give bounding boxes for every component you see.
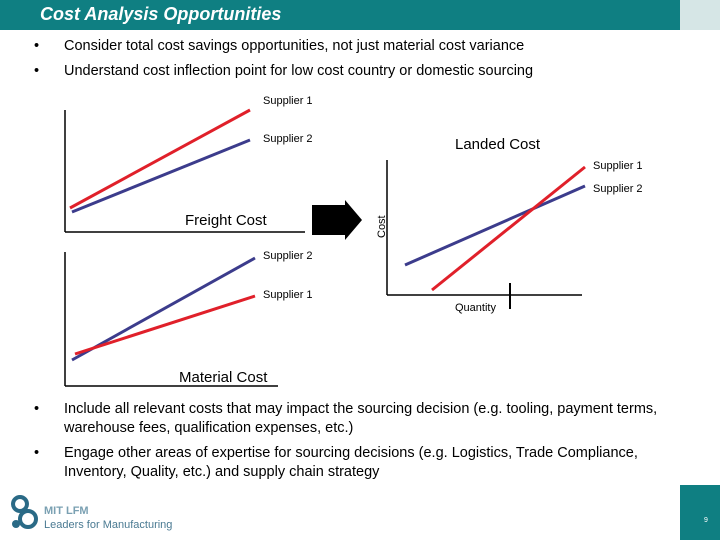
- bottom-bullet-list: • Include all relevant costs that may imp…: [0, 400, 700, 488]
- material-supplier1-line: [74, 294, 256, 356]
- cost-axis-label: Cost: [376, 215, 388, 238]
- bullet-dot: •: [34, 445, 40, 461]
- bullet-item: • Include all relevant costs that may imp…: [0, 400, 700, 438]
- bullet-text: Understand cost inflection point for low…: [64, 63, 534, 79]
- page-number: 9: [704, 517, 708, 524]
- landed-cost-label: Landed Cost: [455, 136, 541, 153]
- material-supplier2-line: [71, 256, 256, 362]
- freight-cost-label: Freight Cost: [185, 212, 268, 229]
- slide-title: Cost Analysis Opportunities: [40, 4, 282, 24]
- footer-accent: [680, 485, 720, 540]
- bullet-item: • Understand cost inflection point for lo…: [0, 62, 700, 81]
- landed-supplier1-label: Supplier 1: [593, 160, 643, 172]
- landed-supplier1-line: [431, 165, 586, 292]
- bullet-dot: •: [34, 401, 40, 417]
- top-bullet-list: • Consider total cost savings opportuniti…: [0, 37, 700, 87]
- bullet-item: • Consider total cost savings opportuniti…: [0, 37, 700, 56]
- landed-supplier2-line: [404, 184, 586, 267]
- freight-cost-chart: Supplier 1 Supplier 2 Freight Cost: [64, 95, 313, 233]
- arrow-right-icon: [312, 200, 362, 240]
- quantity-axis-label: Quantity: [455, 302, 496, 314]
- freight-supplier1-line: [69, 108, 251, 210]
- freight-supplier2-label: Supplier 2: [263, 133, 313, 145]
- logo-text: MIT LFM: [44, 505, 89, 517]
- bullet-text: Consider total cost savings opportunitie…: [64, 38, 525, 54]
- material-cost-chart: Supplier 2 Supplier 1 Material Cost: [64, 250, 313, 387]
- bullet-text: Include all relevant costs that may impa…: [64, 401, 658, 436]
- material-supplier2-label: Supplier 2: [263, 250, 313, 262]
- logo-subtitle: Leaders for Manufacturing: [44, 519, 173, 531]
- mit-logo-icon: [11, 495, 38, 529]
- title-accent: [680, 0, 720, 30]
- landed-cost-chart: Supplier 1 Supplier 2 Landed Cost Cost Q…: [376, 136, 643, 314]
- bullet-dot: •: [34, 38, 40, 54]
- bullet-dot: •: [34, 63, 40, 79]
- material-supplier1-label: Supplier 1: [263, 289, 313, 301]
- freight-supplier1-label: Supplier 1: [263, 95, 313, 107]
- cost-diagram: Supplier 1 Supplier 2 Freight Cost Suppl…: [64, 95, 643, 387]
- material-cost-label: Material Cost: [179, 369, 268, 386]
- title-bar: [0, 0, 680, 30]
- freight-supplier2-line: [71, 138, 251, 214]
- landed-supplier2-label: Supplier 2: [593, 183, 643, 195]
- bullet-item: • Engage other areas of expertise for sou…: [0, 444, 700, 482]
- bullet-text: Engage other areas of expertise for sour…: [64, 445, 638, 480]
